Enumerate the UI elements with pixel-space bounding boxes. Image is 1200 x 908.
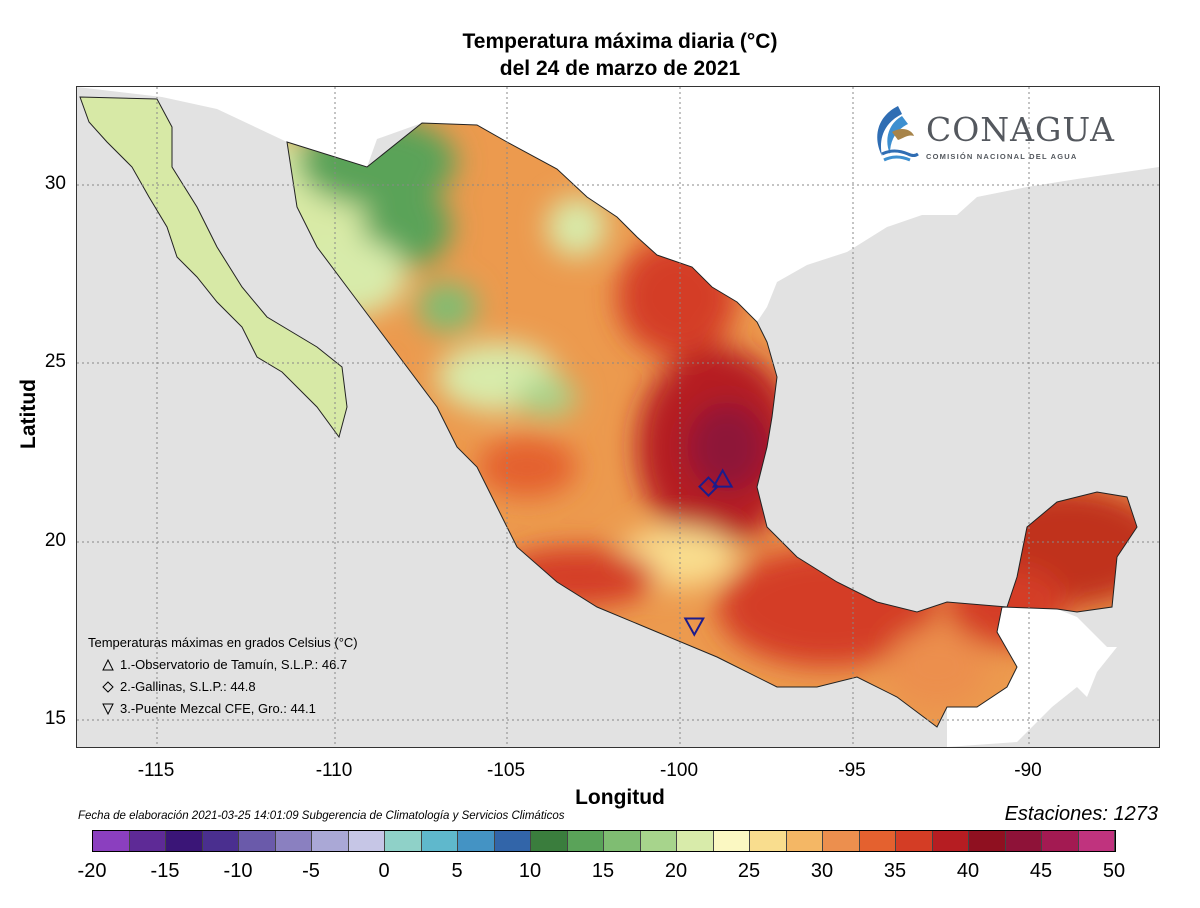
colorbar-cell [823,831,860,851]
legend-item: 1.-Observatorio de Tamuín, S.L.P.: 46.7 [88,654,358,676]
colorbar-label: 15 [591,860,615,882]
colorbar-cell [202,831,239,851]
colorbar-cell [239,831,276,851]
chart-title-line2: del 24 de marzo de 2021 [499,57,741,80]
colorbar-cell [421,831,458,851]
colorbar-label: 25 [737,860,761,882]
colorbar-cell [1005,831,1042,851]
lat-tick-15: 15 [44,708,66,729]
colorbar-cell [129,831,166,851]
colorbar-cell [677,831,714,851]
lat-tick-20: 20 [44,530,66,551]
station-marker-triangle-up [711,468,734,488]
triangle-down-icon [102,703,114,715]
legend-item: 3.-Puente Mezcal CFE, Gro.: 44.1 [88,698,358,720]
lon-tick-90: -90 [1014,760,1042,781]
diamond-icon [102,681,114,693]
legend-item: 2.-Gallinas, S.L.P.: 44.8 [88,676,358,698]
colorbar-cell [567,831,604,851]
legend-heading: Temperaturas máximas en grados Celsius (… [88,635,358,650]
station-markers [683,468,734,637]
chart-title-line1: Temperatura máxima diaria (°C) [462,30,778,53]
colorbar-label: -20 [77,860,107,882]
colorbar-cell [713,831,750,851]
colorbar-labels: -20 -15 -10 -5 0 5 10 15 20 25 30 35 40 45 50 [78,860,1152,890]
x-axis-label: Longitud [575,786,665,809]
legend-item-text: 1.-Observatorio de Tamuín, S.L.P.: 46.7 [120,657,348,672]
colorbar-cell [531,831,568,851]
colorbar-cell [969,831,1006,851]
triangle-up-icon [102,659,114,671]
production-credit: Fecha de elaboración 2021-03-25 14:01:09… [78,810,565,822]
colorbar-label: 30 [810,860,834,882]
conagua-logo: CONAGUA COMISIÓN NACIONAL DEL AGUA [868,100,1128,170]
colorbar-label: 50 [1102,860,1126,882]
colorbar-label: 35 [883,860,907,882]
lat-tick-25: 25 [44,351,66,372]
colorbar-cell [312,831,349,851]
colorbar-cell [1042,831,1079,851]
y-axis-label: Latitud [16,379,40,449]
colorbar-cell [458,831,495,851]
logo-subtitle: COMISIÓN NACIONAL DEL AGUA [926,152,1078,161]
colorbar-cell [166,831,203,851]
lon-tick-95: -95 [838,760,866,781]
logo-name: CONAGUA [926,110,1115,149]
station-legend: Temperaturas máximas en grados Celsius (… [88,632,358,720]
legend-item-text: 2.-Gallinas, S.L.P.: 44.8 [120,679,256,694]
colorbar-cell [93,831,130,851]
stations-count: Estaciones: 1273 [1004,803,1158,825]
colorbar-cell [348,831,385,851]
colorbar-cells [92,830,1116,852]
lon-tick-115: -115 [137,760,175,781]
colorbar-cell [859,831,896,851]
colorbar-label: 40 [956,860,980,882]
colorbar-label: 5 [451,860,463,882]
colorbar-label: -15 [150,860,180,882]
colorbar-cell [604,831,641,851]
colorbar-label: -10 [223,860,253,882]
colorbar-cell [786,831,823,851]
colorbar-cell [494,831,531,851]
colorbar-cell [750,831,787,851]
colorbar-label: -5 [302,860,320,882]
colorbar-label: 10 [518,860,542,882]
lat-tick-30: 30 [44,173,66,194]
conagua-emblem-icon [877,106,919,162]
colorbar-cell [1078,831,1115,851]
colorbar-cell [932,831,969,851]
colorbar-cell [275,831,312,851]
lon-tick-100: -100 [659,760,699,781]
legend-item-text: 3.-Puente Mezcal CFE, Gro.: 44.1 [120,701,316,716]
baja-california [79,96,348,439]
colorbar-label: 45 [1029,860,1053,882]
gridlines [77,87,1159,747]
colorbar: -20 -15 -10 -5 0 5 10 15 20 25 30 35 40 45 50 [78,830,1125,882]
lon-tick-105: -105 [486,760,526,781]
colorbar-label: 20 [664,860,688,882]
station-marker-triangle-down [683,617,705,637]
colorbar-label: 0 [378,860,390,882]
colorbar-cell [385,831,422,851]
colorbar-cell [896,831,933,851]
colorbar-cell [640,831,677,851]
station-marker-diamond [698,476,719,497]
lon-tick-110: -110 [315,760,353,781]
